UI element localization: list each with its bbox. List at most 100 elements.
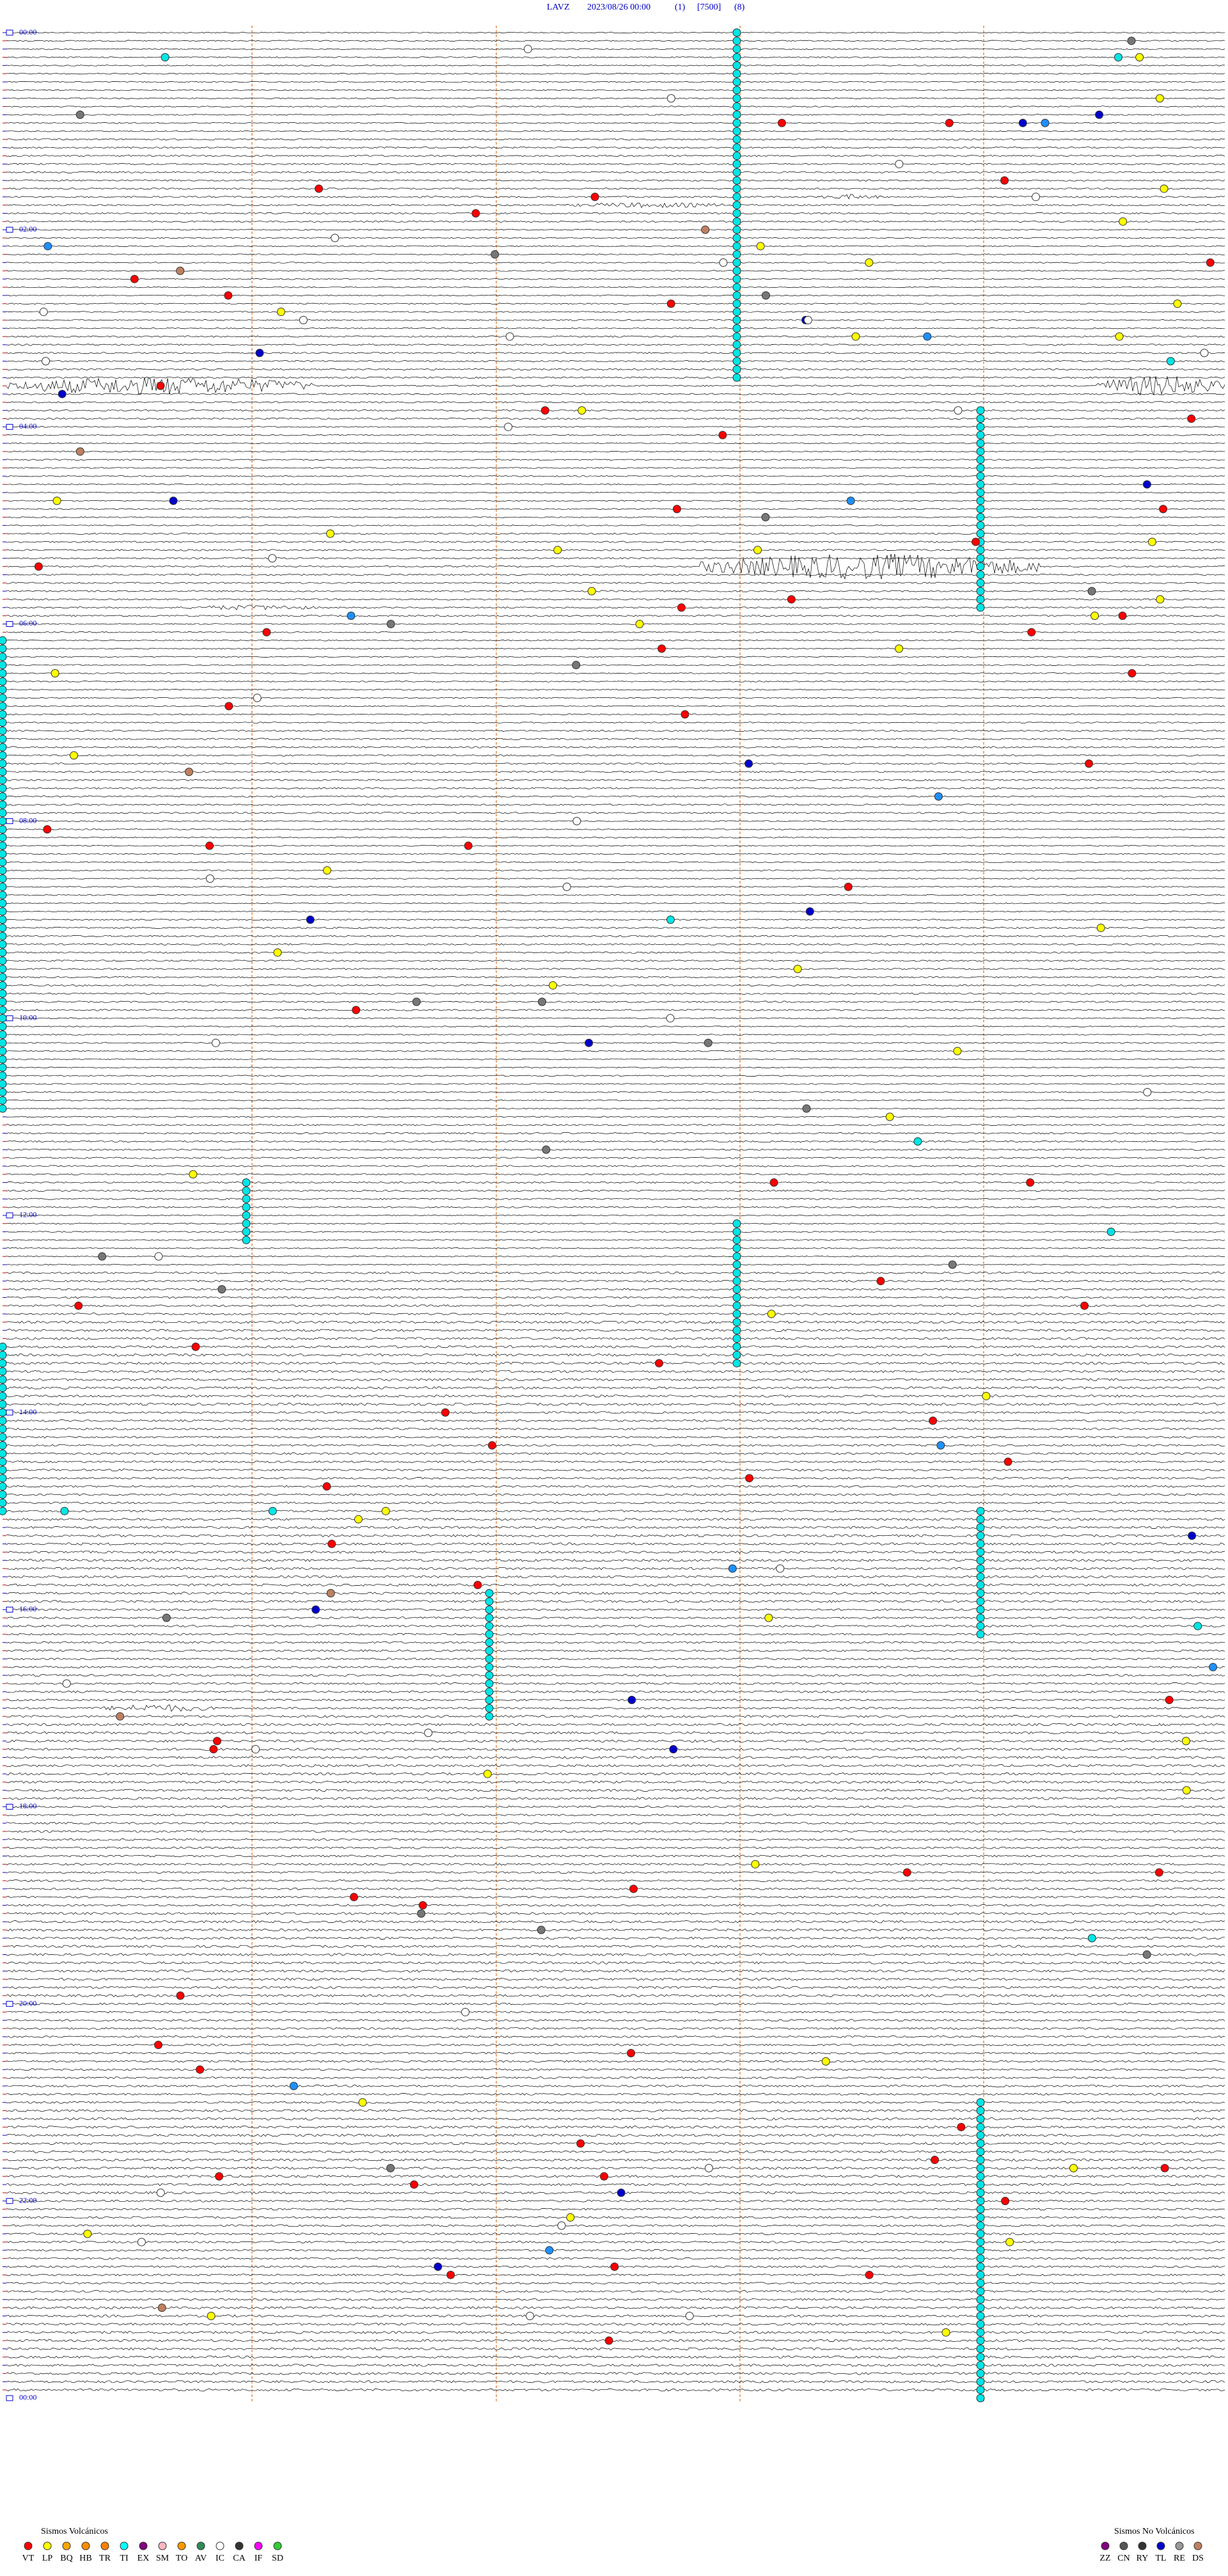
event-marker xyxy=(1090,612,1099,620)
scale: [7500] xyxy=(697,3,721,12)
event-marker xyxy=(732,102,741,111)
event-marker xyxy=(732,299,741,308)
time-box xyxy=(6,1606,13,1613)
event-marker xyxy=(0,890,7,899)
event-marker xyxy=(976,546,985,555)
event-marker xyxy=(1166,357,1175,366)
trace xyxy=(6,1969,1225,1973)
trace xyxy=(6,581,1225,584)
event-markers xyxy=(0,28,1218,2403)
event-marker xyxy=(976,471,985,480)
legend-code: LP xyxy=(42,2554,53,2563)
trace xyxy=(6,713,1225,715)
event-marker xyxy=(677,603,686,612)
event-marker xyxy=(976,2246,985,2255)
trace xyxy=(6,2380,1225,2383)
trace xyxy=(6,352,1225,354)
trace xyxy=(6,1066,1225,1069)
trace xyxy=(6,2051,1225,2055)
trace xyxy=(6,2043,1225,2046)
event-marker xyxy=(732,291,741,300)
event-marker xyxy=(732,217,741,226)
legend-swatch xyxy=(177,2541,186,2550)
event-marker xyxy=(485,1622,494,1631)
event-marker xyxy=(728,1564,737,1573)
event-marker xyxy=(0,1474,7,1483)
event-marker xyxy=(0,965,7,974)
event-marker xyxy=(1193,1622,1202,1631)
event-marker xyxy=(526,2312,535,2321)
trace xyxy=(6,2035,1225,2038)
event-marker xyxy=(553,546,562,555)
event-marker xyxy=(701,225,710,234)
event-marker xyxy=(1026,1178,1035,1187)
event-marker xyxy=(485,1663,494,1671)
event-marker xyxy=(666,915,675,924)
event-marker xyxy=(0,693,7,702)
event-marker xyxy=(732,193,741,201)
trace xyxy=(6,1189,1225,1192)
legend-title: Sismos Volcánicos xyxy=(41,2527,108,2536)
trace xyxy=(6,2191,1225,2195)
event-marker xyxy=(976,1572,985,1581)
trace xyxy=(6,1313,1225,1315)
event-marker xyxy=(976,2139,985,2148)
trace xyxy=(6,1616,1225,1620)
event-marker xyxy=(666,1014,675,1023)
trace xyxy=(6,1813,1225,1817)
event-marker xyxy=(485,1712,494,1721)
event-marker xyxy=(485,1589,494,1598)
trace xyxy=(6,1714,1225,1718)
event-marker xyxy=(0,710,7,719)
event-marker xyxy=(732,127,741,136)
trace xyxy=(6,573,1225,576)
event-marker xyxy=(189,1170,198,1179)
event-marker xyxy=(732,53,741,62)
event-marker xyxy=(562,882,571,891)
trace xyxy=(6,2117,1225,2121)
trace xyxy=(6,795,1225,798)
event-marker xyxy=(485,1703,494,1712)
time-box xyxy=(6,1803,13,1810)
event-marker xyxy=(0,1408,7,1417)
event-marker xyxy=(161,53,169,62)
trace xyxy=(6,1444,1225,1447)
event-marker xyxy=(821,2057,830,2066)
event-marker xyxy=(327,1540,336,1549)
trace xyxy=(6,960,1225,962)
event-marker xyxy=(732,1285,741,1294)
trace xyxy=(6,1493,1225,1496)
time-label: 06:00 xyxy=(19,619,36,628)
event-marker xyxy=(976,1523,985,1532)
trace xyxy=(6,1009,1225,1011)
event-marker xyxy=(0,1433,7,1442)
event-marker xyxy=(0,1104,7,1113)
event-marker xyxy=(732,250,741,259)
event-marker xyxy=(627,1696,636,1705)
trace xyxy=(6,1666,1225,1669)
trace xyxy=(6,853,1225,855)
trace xyxy=(6,1083,1225,1085)
time-box xyxy=(6,620,13,627)
event-marker xyxy=(1135,53,1144,62)
event-marker xyxy=(0,661,7,670)
event-marker xyxy=(311,1605,320,1614)
event-marker xyxy=(0,677,7,686)
trace xyxy=(6,2257,1225,2260)
trace xyxy=(6,869,1225,871)
event-marker xyxy=(1095,110,1104,119)
event-marker xyxy=(322,866,331,875)
event-marker xyxy=(610,2262,619,2271)
trace xyxy=(6,1854,1225,1858)
event-marker xyxy=(732,1228,741,1237)
event-marker xyxy=(548,981,557,990)
event-marker xyxy=(976,1506,985,1515)
event-marker xyxy=(289,2082,298,2090)
legend-swatch xyxy=(1175,2541,1184,2550)
event-marker xyxy=(732,209,741,217)
event-marker xyxy=(268,1506,277,1515)
event-marker xyxy=(732,86,741,95)
event-marker xyxy=(1041,118,1050,127)
event-marker xyxy=(326,529,335,538)
